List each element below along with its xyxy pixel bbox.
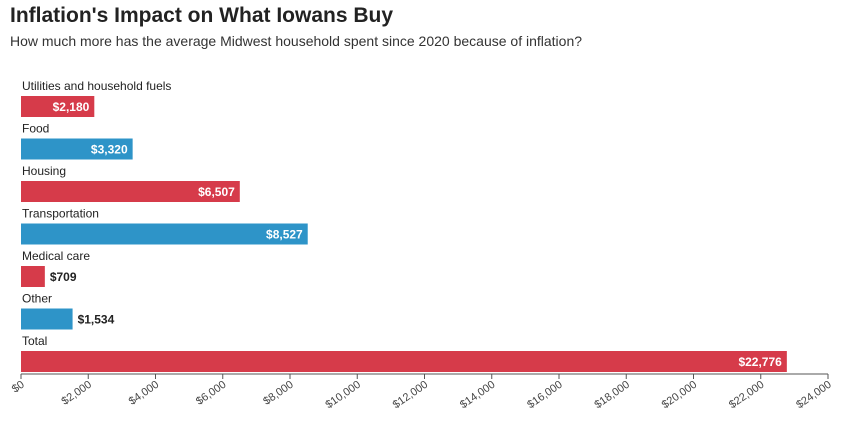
chart-title: Inflation's Impact on What Iowans Buy [10,4,394,27]
category-label: Food [22,122,49,136]
x-tick-label: $14,000 [458,379,497,412]
category-label: Total [22,334,47,348]
category-label: Transportation [22,207,99,221]
x-tick-label: $20,000 [660,379,699,412]
category-label: Other [22,292,52,306]
category-label: Housing [22,164,66,178]
bar [21,96,95,117]
bar [21,181,240,202]
x-tick-label: $8,000 [261,379,295,408]
x-tick-label: $16,000 [525,379,564,412]
x-tick-label: $12,000 [391,379,430,412]
x-tick-label: $24,000 [794,379,833,412]
bar [21,138,133,160]
bar [21,351,787,372]
x-tick-label: $22,000 [727,379,766,412]
category-label: Medical care [22,249,90,263]
value-label: $709 [50,270,77,284]
chart-subtitle: How much more has the average Midwest ho… [10,33,583,49]
value-label: $8,527 [266,228,303,242]
bar [21,308,73,330]
category-label: Utilities and household fuels [22,79,171,93]
value-label: $22,776 [738,355,782,369]
value-label: $6,507 [198,185,235,199]
x-tick-label: $0 [10,379,27,396]
bar [21,266,45,287]
value-label: $2,180 [53,100,90,114]
bar [21,223,308,245]
x-tick-label: $18,000 [593,379,632,412]
value-label: $3,320 [91,143,128,157]
x-tick-label: $10,000 [324,379,363,412]
x-tick-label: $2,000 [60,379,94,408]
value-label: $1,534 [78,313,115,327]
x-tick-label: $4,000 [127,379,161,408]
x-tick-label: $6,000 [194,379,228,408]
